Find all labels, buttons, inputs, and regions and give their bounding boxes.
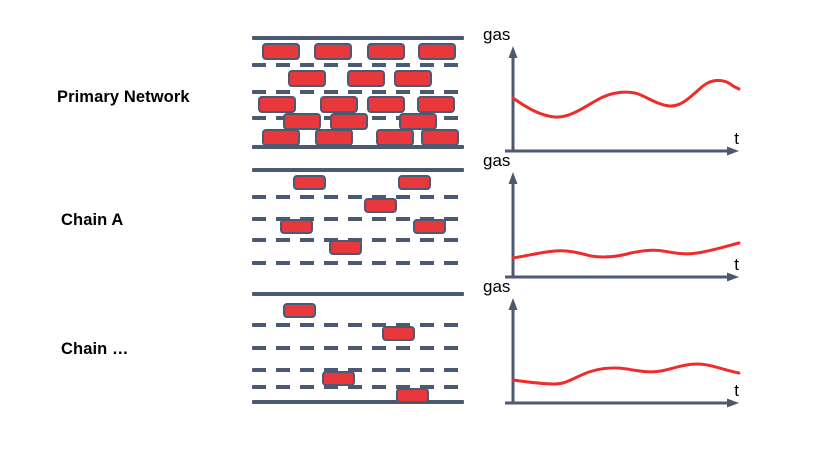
ledger-solid-line xyxy=(252,292,464,296)
gas-curve xyxy=(511,241,741,260)
chart-x-axis-label: t xyxy=(734,129,739,148)
chart-x-axis-label: t xyxy=(734,255,739,274)
chart-plot-area xyxy=(505,46,741,156)
ledger-dashed-line xyxy=(252,217,464,221)
gas-chart-primary-network: gas t xyxy=(483,26,743,158)
ledger-dashed-line xyxy=(252,261,464,265)
ledger-solid-line xyxy=(252,400,464,404)
transaction-block xyxy=(280,219,313,234)
ledger-solid-line xyxy=(252,145,464,149)
row-label-primary-network: Primary Network xyxy=(57,88,190,106)
row-label-chain-ellipsis: Chain … xyxy=(61,340,129,358)
transaction-block xyxy=(330,113,368,130)
transaction-block xyxy=(396,388,429,403)
transaction-block xyxy=(322,371,355,386)
transaction-block xyxy=(417,96,455,113)
transaction-block xyxy=(262,43,300,60)
transaction-block xyxy=(329,240,362,255)
ledger-solid-line xyxy=(252,168,464,172)
transaction-block xyxy=(364,198,397,213)
transaction-block xyxy=(398,175,431,190)
transaction-block xyxy=(421,129,459,146)
gas-curve xyxy=(511,362,741,386)
transaction-block xyxy=(347,70,385,87)
chart-axes xyxy=(505,298,739,408)
ledger-diagram-chain-ellipsis xyxy=(252,292,464,404)
chart-y-axis-label: gas xyxy=(483,277,511,296)
transaction-block xyxy=(399,113,437,130)
chart-plot-area xyxy=(505,172,741,282)
ledger-dashed-line xyxy=(252,385,464,389)
row-label-chain-a: Chain A xyxy=(61,211,124,229)
transaction-block xyxy=(293,175,326,190)
chart-axes xyxy=(505,172,739,282)
transaction-block xyxy=(262,129,300,146)
transaction-block xyxy=(394,70,432,87)
transaction-block xyxy=(314,43,352,60)
gas-chart-chain-ellipsis: gas t xyxy=(483,278,743,410)
gas-chart-chain-a: gas t xyxy=(483,152,743,284)
transaction-block xyxy=(288,70,326,87)
ledger-solid-line xyxy=(252,36,464,40)
chart-x-axis-label: t xyxy=(734,381,739,400)
transaction-block xyxy=(418,43,456,60)
ledger-dashed-line xyxy=(252,90,464,94)
transaction-block xyxy=(258,96,296,113)
transaction-block xyxy=(382,326,415,341)
ledger-dashed-line xyxy=(252,195,464,199)
ledger-diagram-primary-network xyxy=(252,36,464,149)
chart-plot-area xyxy=(505,298,741,408)
chart-y-axis-label: gas xyxy=(483,151,511,170)
transaction-block xyxy=(376,129,414,146)
gas-curve xyxy=(511,78,741,119)
ledger-diagram-chain-a xyxy=(252,168,464,268)
transaction-block xyxy=(283,113,321,130)
transaction-block xyxy=(367,96,405,113)
transaction-block xyxy=(315,129,353,146)
ledger-dashed-line xyxy=(252,323,464,327)
ledger-dashed-line xyxy=(252,63,464,67)
chart-axes xyxy=(505,46,739,156)
chart-y-axis-label: gas xyxy=(483,25,511,44)
transaction-block xyxy=(413,219,446,234)
ledger-dashed-line xyxy=(252,368,464,372)
transaction-block xyxy=(283,303,316,318)
ledger-dashed-line xyxy=(252,346,464,350)
transaction-block xyxy=(320,96,358,113)
transaction-block xyxy=(367,43,405,60)
